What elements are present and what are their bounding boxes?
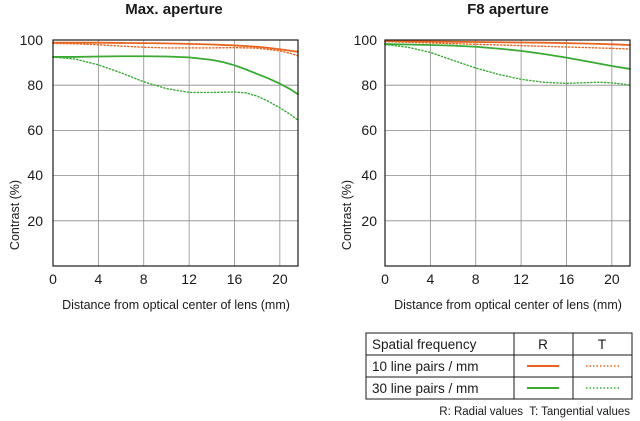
chart-2-ytick-80: 80 [361, 77, 377, 93]
chart-1-xtick-8: 8 [140, 271, 148, 287]
series-line-10lp-tangential [384, 40, 631, 50]
series-line-30lp-radial [384, 43, 631, 70]
series-line-30lp-tangential [52, 56, 299, 121]
chart-2-frame [384, 39, 631, 267]
legend-row-30-label: 30 line pairs / mm [372, 381, 479, 396]
chart-2-ytick-60: 60 [361, 122, 377, 138]
legend-row-10-label: 10 line pairs / mm [372, 359, 479, 374]
chart-2-xlabel: Distance from optical center of lens (mm… [394, 298, 622, 312]
chart-1-ytick-20: 20 [27, 213, 43, 229]
chart-2-series [384, 40, 631, 86]
legend-header-t: T [598, 337, 606, 352]
chart-1-xlabel: Distance from optical center of lens (mm… [62, 298, 290, 312]
chart-2-xtick-12: 12 [513, 271, 529, 287]
chart-2-ylabel: Contrast (%) [340, 180, 354, 250]
chart-1-ylabel: Contrast (%) [8, 180, 22, 250]
chart-2-xtick-0: 0 [381, 271, 389, 287]
chart-2-ytick-40: 40 [361, 167, 377, 183]
series-line-10lp-tangential [52, 42, 299, 57]
chart-max-aperture: Max. aperture 100 80 60 40 20 0 4 8 12 1… [8, 1, 299, 312]
legend-header-r: R [538, 337, 548, 352]
legend-note: R: Radial values T: Tangential values [439, 406, 630, 418]
legend-frame [365, 332, 633, 400]
chart-1-series [52, 41, 299, 121]
chart-2-ytick-100: 100 [354, 32, 378, 48]
chart-1-ytick-40: 40 [27, 167, 43, 183]
chart-2-xtick-16: 16 [559, 271, 575, 287]
legend-header-label: Spatial frequency [372, 337, 477, 352]
series-line-30lp-tangential [384, 43, 631, 86]
chart-1-xtick-0: 0 [49, 271, 57, 287]
chart-2-xtick-8: 8 [472, 271, 480, 287]
chart-1-xtick-12: 12 [181, 271, 197, 287]
chart-1-xtick-16: 16 [227, 271, 243, 287]
chart-1-ytick-80: 80 [27, 77, 43, 93]
chart-1-xtick-20: 20 [272, 271, 288, 287]
series-line-10lp-radial [384, 40, 631, 46]
series-line-30lp-radial [52, 55, 299, 96]
legend-table: Spatial frequency R T 10 line pairs / mm… [365, 332, 633, 400]
chart-1-ytick-100: 100 [20, 32, 44, 48]
chart-2-xtick-4: 4 [427, 271, 435, 287]
chart-1-xtick-4: 4 [95, 271, 103, 287]
chart-2-ytick-20: 20 [361, 213, 377, 229]
chart-1-ytick-60: 60 [27, 122, 43, 138]
chart-1-frame [52, 39, 299, 267]
chart-2-xtick-20: 20 [604, 271, 620, 287]
chart-1-grid [53, 40, 298, 266]
chart-2-grid [385, 40, 630, 266]
series-line-10lp-radial [52, 41, 299, 53]
chart-f8-aperture: F8 aperture 100 80 60 40 20 0 4 8 12 16 … [340, 1, 631, 312]
chart-1-title: Max. aperture [125, 1, 223, 18]
chart-2-title: F8 aperture [467, 1, 549, 18]
